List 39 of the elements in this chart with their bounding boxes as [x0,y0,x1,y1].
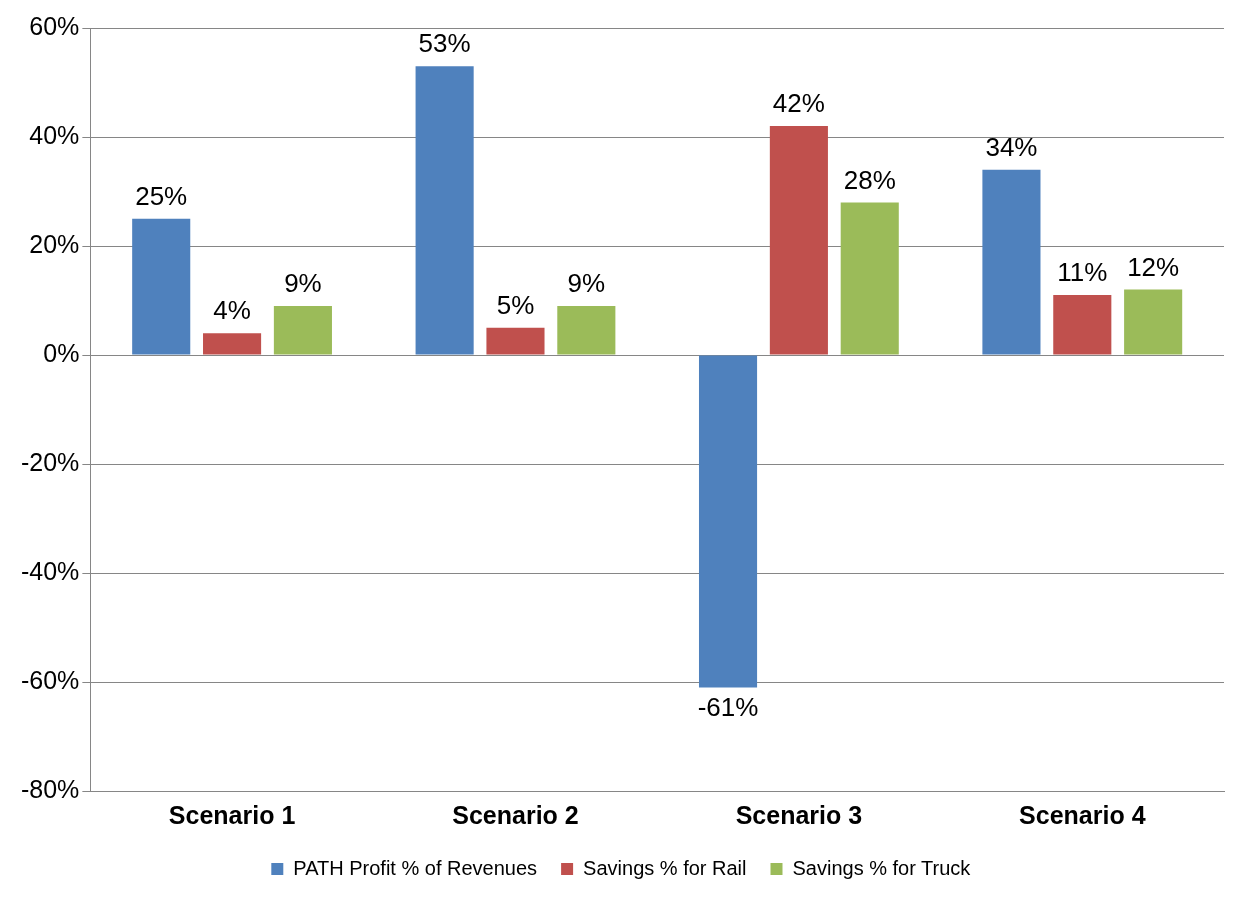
bar [486,327,545,355]
bar [132,218,191,355]
bar [1053,295,1112,355]
x-tick-label: Scenario 1 [168,800,296,829]
bar [557,305,616,355]
y-tick-label: 40% [29,120,80,149]
x-tick-label: Scenario 3 [735,800,863,829]
bar [769,126,828,355]
legend-label: Savings % for Rail [583,856,747,879]
bar [840,202,899,355]
data-label: 5% [496,289,535,320]
data-label: 28% [843,164,896,195]
y-tick-label: 20% [29,229,80,258]
data-label: 4% [213,295,251,326]
bar [203,333,262,355]
x-tick-label: Scenario 2 [452,800,579,829]
y-tick-label: -60% [20,665,80,694]
y-tick-label: -40% [20,556,80,585]
data-label: 11% [1057,257,1108,288]
legend-label: Savings % for Truck [792,856,972,879]
legend-label: PATH Profit % of Revenues [293,856,538,879]
bar [415,66,474,355]
data-label: 9% [284,268,322,299]
data-label: 12% [1127,251,1180,282]
bar [273,305,332,355]
y-tick-label: -20% [20,447,80,476]
bar [698,355,758,688]
data-label: 25% [135,180,188,211]
data-label: 53% [418,28,471,59]
data-label: 9% [567,268,606,299]
data-label: -61% [697,691,759,722]
x-tick-label: Scenario 4 [1019,800,1146,829]
data-label: 42% [772,88,825,119]
y-tick-label: -80% [20,774,80,803]
data-label: 34% [985,131,1038,162]
y-tick-label: 60% [29,11,80,40]
bar [1124,289,1183,355]
y-tick-label: 0% [43,338,80,367]
bar [982,169,1041,355]
